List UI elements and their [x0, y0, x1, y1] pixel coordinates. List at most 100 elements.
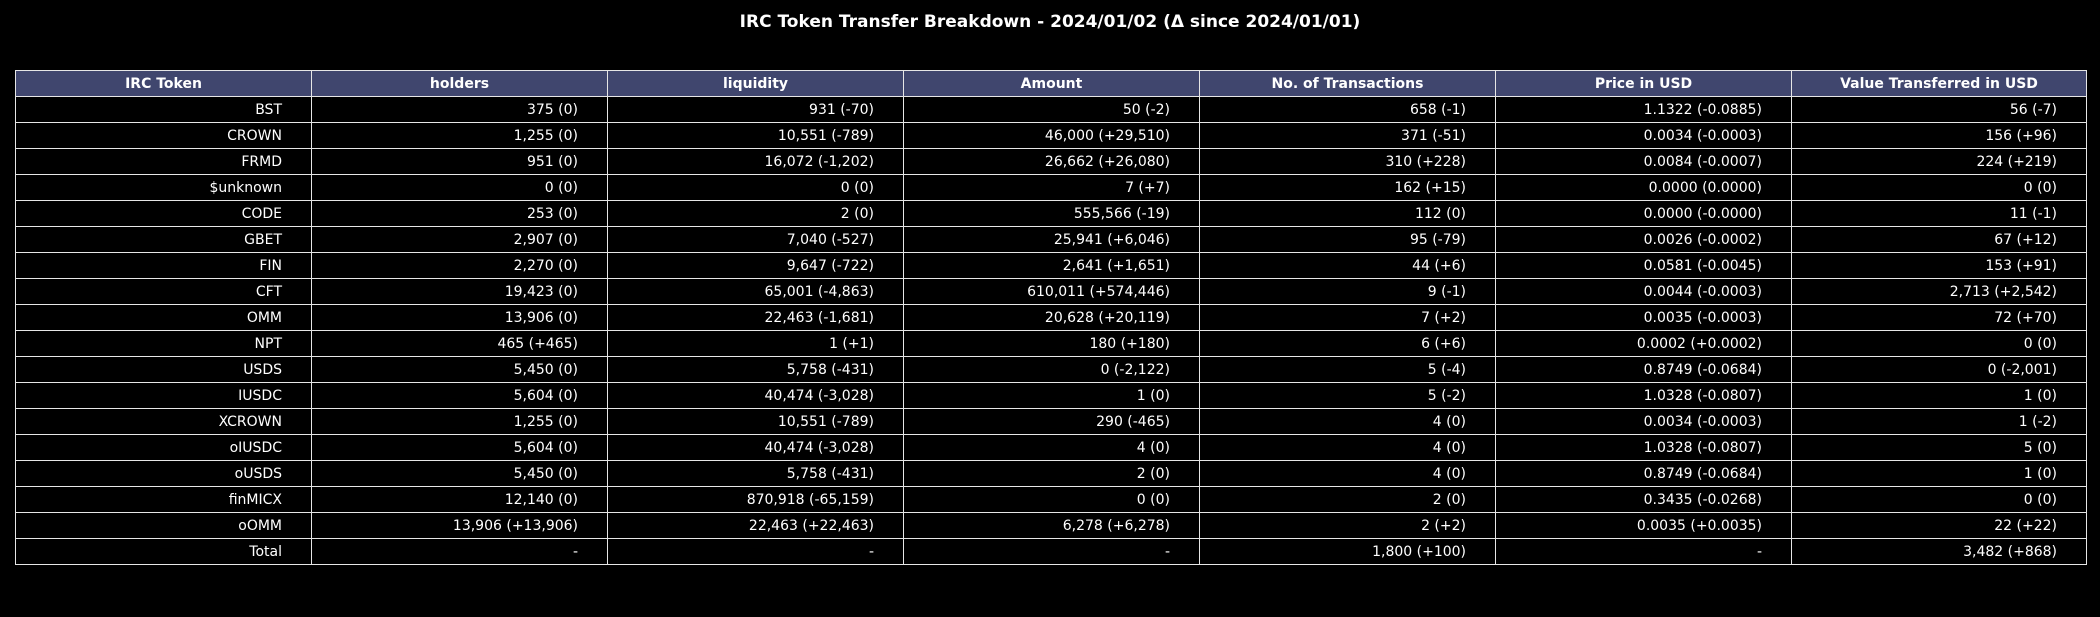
table-cell: 2 (+2)	[1199, 512, 1496, 539]
table-cell: -	[1495, 538, 1792, 565]
table-cell: 951 (0)	[311, 148, 608, 175]
token-name-cell: BST	[15, 96, 312, 123]
table-cell: -	[311, 538, 608, 565]
table-cell: 46,000 (+29,510)	[903, 122, 1200, 149]
table-cell: 0 (0)	[903, 486, 1200, 513]
table-cell: 310 (+228)	[1199, 148, 1496, 175]
table-cell: 7,040 (-527)	[607, 226, 904, 253]
table-cell: 95 (-79)	[1199, 226, 1496, 253]
table-cell: 13,906 (+13,906)	[311, 512, 608, 539]
table-cell: 56 (-7)	[1791, 96, 2087, 123]
table-cell: 931 (-70)	[607, 96, 904, 123]
table-cell: 9 (-1)	[1199, 278, 1496, 305]
table-row: oIUSDC 5,604 (0) 40,474 (-3,028) 4 (0) 4 (0)…	[15, 434, 2087, 461]
token-name-cell: XCROWN	[15, 408, 312, 435]
token-name-cell: oOMM	[15, 512, 312, 539]
table-cell: 22,463 (+22,463)	[607, 512, 904, 539]
table-cell: 22 (+22)	[1791, 512, 2087, 539]
table-cell: 19,423 (0)	[311, 278, 608, 305]
table-cell: 465 (+465)	[311, 330, 608, 357]
table-cell: 1 (-2)	[1791, 408, 2087, 435]
table-cell: 5 (0)	[1791, 434, 2087, 461]
table-cell: 153 (+91)	[1791, 252, 2087, 279]
table-cell: 0.0035 (-0.0003)	[1495, 304, 1792, 331]
table-cell: 1 (0)	[903, 382, 1200, 409]
table-cell: 0.0034 (-0.0003)	[1495, 408, 1792, 435]
table-cell: 44 (+6)	[1199, 252, 1496, 279]
table-row: $unknown 0 (0) 0 (0) 7 (+7) 162 (+15) 0.0000 …	[15, 174, 2087, 201]
table-cell: 0 (0)	[1791, 174, 2087, 201]
table-cell: 555,566 (-19)	[903, 200, 1200, 227]
table-cell: 112 (0)	[1199, 200, 1496, 227]
column-header: Price in USD	[1495, 70, 1792, 97]
table-cell: 1.0328 (-0.0807)	[1495, 382, 1792, 409]
token-name-cell: oUSDS	[15, 460, 312, 487]
table-cell: 658 (-1)	[1199, 96, 1496, 123]
token-name-cell: USDS	[15, 356, 312, 383]
table-cell: 5,604 (0)	[311, 434, 608, 461]
token-name-cell: CROWN	[15, 122, 312, 149]
table-cell: 1,255 (0)	[311, 408, 608, 435]
column-header: holders	[311, 70, 608, 97]
table-cell: 0.0084 (-0.0007)	[1495, 148, 1792, 175]
table-row: NPT 465 (+465) 1 (+1) 180 (+180) 6 (+6) 0.000…	[15, 330, 2087, 357]
table-cell: 1,800 (+100)	[1199, 538, 1496, 565]
header-row: IRC Token holders liquidity Amount No. of Tr…	[15, 70, 2087, 97]
table-row: FIN 2,270 (0) 9,647 (-722) 2,641 (+1,651) 44…	[15, 252, 2087, 279]
table-cell: 0.0026 (-0.0002)	[1495, 226, 1792, 253]
table-cell: 16,072 (-1,202)	[607, 148, 904, 175]
table-cell: 2,270 (0)	[311, 252, 608, 279]
table-cell: 10,551 (-789)	[607, 122, 904, 149]
column-header: Value Transferred in USD	[1791, 70, 2087, 97]
token-name-cell: finMICX	[15, 486, 312, 513]
table-cell: 2,641 (+1,651)	[903, 252, 1200, 279]
token-name-cell: FRMD	[15, 148, 312, 175]
table-row: XCROWN 1,255 (0) 10,551 (-789) 290 (-465) 4 …	[15, 408, 2087, 435]
table-cell: 2 (0)	[607, 200, 904, 227]
table-row: finMICX 12,140 (0) 870,918 (-65,159) 0 (0) 2…	[15, 486, 2087, 513]
table-cell: 6 (+6)	[1199, 330, 1496, 357]
table-cell: 40,474 (-3,028)	[607, 434, 904, 461]
table-cell: 224 (+219)	[1791, 148, 2087, 175]
table-cell: 0 (0)	[311, 174, 608, 201]
table-cell: 0.0000 (0.0000)	[1495, 174, 1792, 201]
table-cell: 0.0034 (-0.0003)	[1495, 122, 1792, 149]
table-cell: 2 (0)	[903, 460, 1200, 487]
table-cell: 40,474 (-3,028)	[607, 382, 904, 409]
chart-title: IRC Token Transfer Breakdown - 2024/01/0…	[739, 12, 1361, 32]
table-cell: 0 (-2,122)	[903, 356, 1200, 383]
table-cell: 0.0581 (-0.0045)	[1495, 252, 1792, 279]
table-row: CODE 253 (0) 2 (0) 555,566 (-19) 112 (0) 0.00…	[15, 200, 2087, 227]
table-cell: 65,001 (-4,863)	[607, 278, 904, 305]
table-cell: 12,140 (0)	[311, 486, 608, 513]
table-cell: 0 (0)	[607, 174, 904, 201]
table-cell: 7 (+2)	[1199, 304, 1496, 331]
table-cell: 1.0328 (-0.0807)	[1495, 434, 1792, 461]
token-name-cell: $unknown	[15, 174, 312, 201]
table-cell: 5,758 (-431)	[607, 356, 904, 383]
table-cell: 0 (-2,001)	[1791, 356, 2087, 383]
table-cell: 5,758 (-431)	[607, 460, 904, 487]
table-cell: 375 (0)	[311, 96, 608, 123]
table-cell: 0 (0)	[1791, 330, 2087, 357]
table-cell: 2 (0)	[1199, 486, 1496, 513]
table-cell: 0.0044 (-0.0003)	[1495, 278, 1792, 305]
table-cell: 0.3435 (-0.0268)	[1495, 486, 1792, 513]
table-cell: 26,662 (+26,080)	[903, 148, 1200, 175]
table-cell: 253 (0)	[311, 200, 608, 227]
table-cell: 3,482 (+868)	[1791, 538, 2087, 565]
column-header: liquidity	[607, 70, 904, 97]
token-name-cell: GBET	[15, 226, 312, 253]
table-cell: 20,628 (+20,119)	[903, 304, 1200, 331]
token-name-cell: OMM	[15, 304, 312, 331]
table-cell: 0.0002 (+0.0002)	[1495, 330, 1792, 357]
token-name-cell: IUSDC	[15, 382, 312, 409]
table-row: FRMD 951 (0) 16,072 (-1,202) 26,662 (+26,08…	[15, 148, 2087, 175]
table-cell: 1 (0)	[1791, 382, 2087, 409]
table-cell: 290 (-465)	[903, 408, 1200, 435]
table-row: CROWN 1,255 (0) 10,551 (-789) 46,000 (+29,5…	[15, 122, 2087, 149]
table-cell: 0.0000 (-0.0000)	[1495, 200, 1792, 227]
token-name-cell: NPT	[15, 330, 312, 357]
token-name-cell: Total	[15, 538, 312, 565]
table-row: OMM 13,906 (0) 22,463 (-1,681) 20,628 (+20,…	[15, 304, 2087, 331]
